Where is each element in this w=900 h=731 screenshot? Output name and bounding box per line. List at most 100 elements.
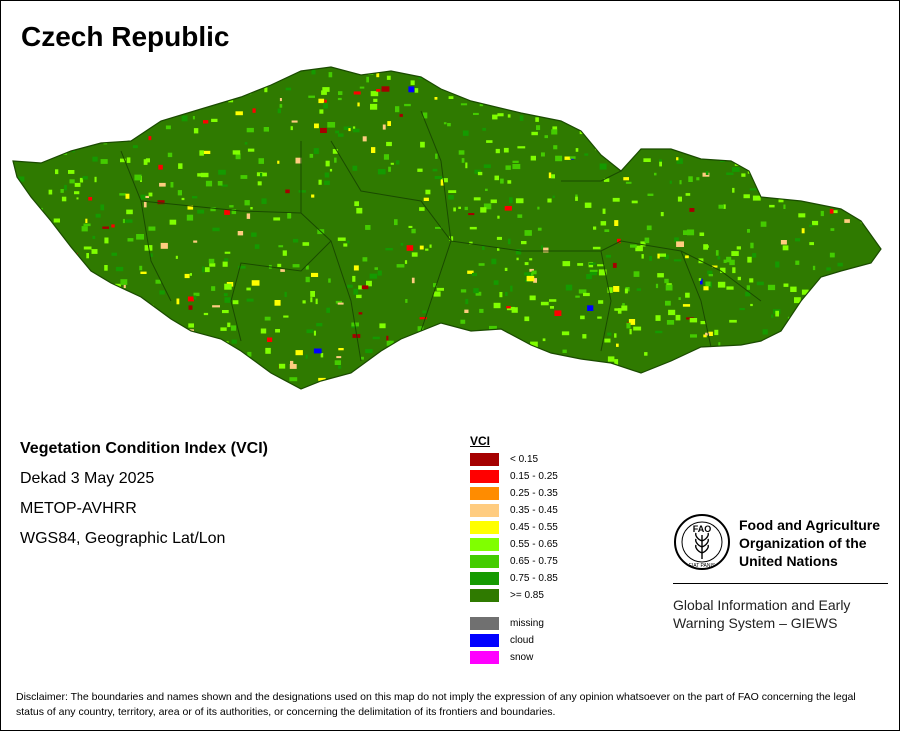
vci-pixel — [598, 141, 607, 145]
vci-pixel — [238, 265, 246, 269]
vci-pixel — [315, 298, 318, 305]
vci-pixel — [193, 292, 200, 297]
vci-pixel — [386, 335, 389, 341]
vci-pixel — [524, 230, 532, 236]
vci-pixel — [369, 273, 378, 279]
vci-pixel — [323, 102, 328, 109]
legend-swatch — [470, 487, 499, 500]
vci-pixel — [472, 272, 477, 277]
vci-pixel — [143, 159, 148, 165]
vci-pixel — [657, 253, 660, 259]
vci-pixel — [479, 102, 484, 107]
vci-pixel — [859, 74, 863, 78]
vci-pixel — [821, 184, 827, 189]
vci-pixel — [752, 195, 761, 201]
vci-pixel — [607, 356, 615, 362]
vci-pixel — [575, 71, 582, 75]
vci-pixel — [635, 245, 643, 252]
vci-pixel — [600, 221, 607, 226]
vci-pixel — [868, 389, 875, 395]
vci-pixel — [700, 278, 703, 285]
vci-pixel — [379, 323, 386, 329]
vci-pixel — [320, 127, 327, 133]
vci-pixel — [689, 208, 695, 212]
vci-pixel — [747, 256, 752, 263]
vci-pixel — [660, 212, 664, 217]
vci-pixel — [782, 103, 790, 107]
vci-pixel — [854, 380, 861, 384]
vci-pixel — [321, 90, 327, 95]
vci-pixel — [633, 326, 642, 331]
vci-pixel — [658, 371, 666, 376]
vci-pixel — [177, 190, 182, 196]
vci-pixel — [21, 327, 25, 333]
vci-pixel — [193, 295, 197, 300]
vci-pixel — [614, 375, 620, 380]
vci-pixel — [13, 364, 15, 370]
vci-pixel — [248, 75, 254, 79]
vci-pixel — [254, 244, 260, 249]
vci-pixel — [614, 220, 619, 226]
vci-pixel — [77, 288, 82, 294]
vci-pixel — [74, 191, 80, 195]
vci-pixel — [101, 367, 108, 371]
vci-pixel — [180, 370, 184, 376]
vci-pixel — [366, 76, 369, 83]
vci-pixel — [634, 113, 639, 116]
vci-pixel — [492, 114, 498, 120]
vci-pixel — [845, 338, 852, 344]
legend-title: VCI — [470, 434, 491, 448]
vci-pixel — [120, 158, 126, 163]
vci-pixel — [329, 168, 333, 172]
vci-pixel — [449, 67, 456, 71]
vci-pixel — [833, 323, 841, 328]
vci-pixel — [324, 180, 330, 185]
vci-pixel — [705, 281, 711, 287]
vci-pixel — [681, 364, 685, 367]
legend-swatch — [470, 555, 499, 568]
vci-pixel — [753, 386, 756, 389]
vci-pixel — [56, 314, 63, 319]
vci-pixel — [729, 358, 735, 365]
vci-pixel — [95, 371, 100, 377]
vci-pixel — [136, 234, 144, 240]
vci-pixel — [597, 125, 604, 130]
vci-pixel — [216, 345, 224, 352]
vci-pixel — [775, 261, 780, 268]
legend-swatch — [470, 634, 499, 647]
vci-pixel — [106, 121, 114, 126]
vci-pixel — [397, 381, 402, 385]
vci-pixel — [87, 124, 92, 127]
vci-pixel — [53, 357, 59, 362]
vci-pixel — [265, 379, 273, 384]
vci-pixel — [92, 156, 98, 162]
vci-pixel — [222, 261, 228, 267]
vci-pixel — [510, 285, 513, 292]
vci-pixel — [685, 255, 689, 259]
vci-pixel — [860, 286, 867, 291]
vci-pixel — [290, 126, 293, 131]
vci-pixel — [801, 228, 805, 234]
vci-pixel — [325, 160, 330, 167]
vci-pixel — [485, 188, 488, 191]
vci-pixel — [219, 359, 226, 364]
vci-pixel — [411, 277, 415, 284]
vci-pixel — [469, 241, 473, 245]
vci-pixel — [111, 252, 117, 256]
vci-pixel — [506, 67, 511, 69]
vci-pixel — [850, 325, 853, 332]
vci-pixel — [794, 384, 802, 389]
vci-pixel — [54, 345, 59, 348]
vci-pixel — [284, 291, 287, 297]
vci-pixel — [202, 266, 205, 273]
vci-pixel — [86, 96, 93, 102]
vci-pixel — [374, 267, 378, 270]
legend-label: 0.25 - 0.35 — [510, 488, 558, 499]
vci-pixel — [874, 375, 880, 379]
vci-pixel — [178, 163, 183, 169]
vci-pixel — [434, 386, 442, 389]
vci-pixel — [643, 139, 648, 144]
vci-pixel — [673, 259, 682, 262]
fao-logo-icon: FAO FIAT PANIS — [674, 514, 730, 570]
vci-pixel — [229, 205, 234, 208]
